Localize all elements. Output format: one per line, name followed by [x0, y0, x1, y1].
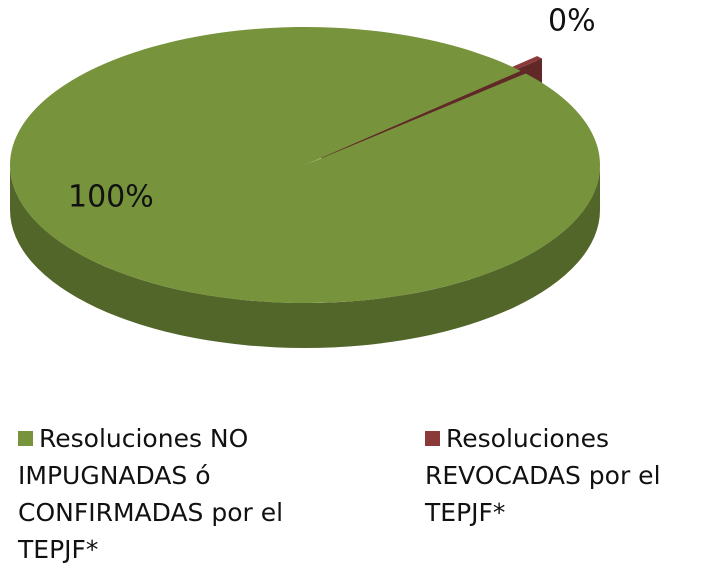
legend-swatch: [18, 431, 33, 446]
data-label: 0%: [548, 4, 596, 39]
slice-side: [10, 165, 600, 348]
data-label: 100%: [68, 180, 154, 215]
legend-label: Resoluciones REVOCADAS por el TEPJF*: [425, 424, 661, 527]
legend-label: Resoluciones NO IMPUGNADAS ó CONFIRMADAS…: [18, 424, 284, 564]
legend-entry: Resoluciones REVOCADAS por el TEPJF*: [425, 420, 695, 531]
pie-area: 100% 0%: [9, 4, 600, 348]
slice-top: [9, 26, 600, 303]
legend-entry: Resoluciones NO IMPUGNADAS ó CONFIRMADAS…: [18, 420, 338, 568]
pie-slice: [9, 26, 600, 348]
legend-swatch: [425, 431, 440, 446]
